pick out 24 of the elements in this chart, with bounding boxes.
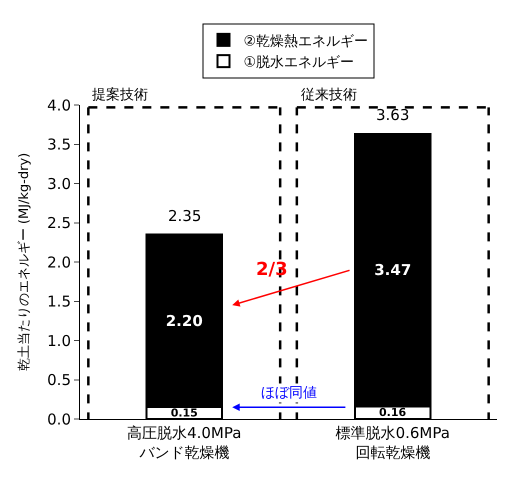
x-tick-label: 高圧脱水4.0MPa バンド乾燥機 (127, 424, 242, 462)
data-label: 2.20 (166, 312, 203, 330)
data-label: 3.47 (374, 261, 412, 280)
y-tick-label: 2.5 (47, 214, 71, 232)
y-tick-label: 3.5 (47, 136, 71, 154)
y-tick-label: 0.5 (47, 371, 71, 389)
data-label: 0.15 (170, 406, 198, 420)
total-label: 2.35 (168, 207, 202, 225)
text: 従来技術 (301, 87, 357, 103)
annotation: ほぼ同値 (261, 385, 317, 401)
legend-label: ①脱水エネルギー (244, 54, 354, 71)
y-axis-title: 乾土当たりのエネルギー (MJ/kg-dry) (17, 152, 32, 372)
annotation: 2/3 (256, 259, 288, 280)
y-tick-label: 0.0 (47, 410, 71, 428)
total-label: 3.63 (376, 106, 410, 124)
legend-label: ②乾燥熱エネルギー (244, 33, 368, 50)
y-tick-label: 1.0 (47, 332, 71, 350)
y-tick-label: 2.0 (47, 253, 71, 272)
text: 提案技術 (92, 86, 148, 103)
y-tick-label: 4.0 (47, 96, 71, 114)
y-tick-label: 1.5 (47, 292, 71, 310)
y-tick-label: 3.0 (47, 174, 71, 193)
data-label: 0.16 (379, 406, 406, 420)
x-tick-label: 標準脱水0.6MPa 回転乾燥機 (336, 424, 450, 462)
